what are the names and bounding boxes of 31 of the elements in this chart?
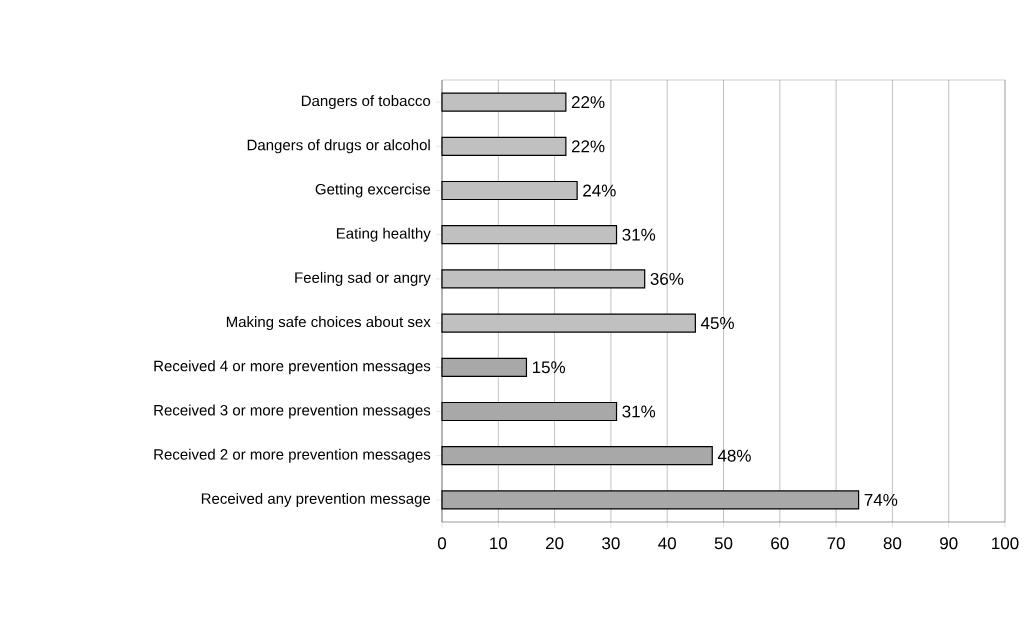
data-label: 15% bbox=[532, 361, 566, 374]
data-label: 22% bbox=[571, 140, 605, 153]
y-tick-label: Feeling sad or angry bbox=[295, 271, 431, 286]
x-tick-label: 10 bbox=[490, 537, 508, 550]
y-tick-label: Dangers of drugs or alcohol bbox=[247, 139, 430, 154]
data-label: 74% bbox=[864, 493, 898, 506]
data-label: 48% bbox=[717, 449, 751, 462]
x-tick-label: 0 bbox=[437, 537, 447, 550]
data-label: 36% bbox=[650, 272, 684, 285]
y-tick-label: Received 4 or more prevention messages bbox=[154, 360, 431, 375]
data-label: 45% bbox=[700, 317, 734, 330]
x-tick-label: 50 bbox=[714, 537, 733, 550]
data-label: 31% bbox=[622, 228, 656, 241]
y-tick-label: Making safe choices about sex bbox=[226, 316, 431, 331]
data-label: 22% bbox=[571, 96, 605, 109]
data-label: 24% bbox=[583, 184, 616, 197]
x-tick-label: 100 bbox=[992, 537, 1019, 550]
x-tick-label: 90 bbox=[940, 537, 958, 550]
x-tick-label: 20 bbox=[546, 537, 564, 550]
x-tick-label: 60 bbox=[771, 537, 789, 550]
data-label: 31% bbox=[622, 405, 656, 418]
y-tick-label: Eating healthy bbox=[336, 227, 431, 242]
y-tick-label: Received 3 or more prevention messages bbox=[154, 404, 431, 419]
y-tick-label: Getting excercise bbox=[315, 183, 431, 198]
x-tick-label: 70 bbox=[827, 537, 845, 550]
y-tick-label: Received 2 or more prevention messages bbox=[154, 448, 431, 463]
y-tick-label: Dangers of tobacco bbox=[301, 95, 431, 110]
y-tick-label: Received any prevention message bbox=[201, 492, 431, 507]
x-tick-label: 80 bbox=[883, 537, 902, 550]
x-tick-label: 30 bbox=[602, 537, 620, 550]
x-tick-label: 40 bbox=[658, 537, 676, 550]
